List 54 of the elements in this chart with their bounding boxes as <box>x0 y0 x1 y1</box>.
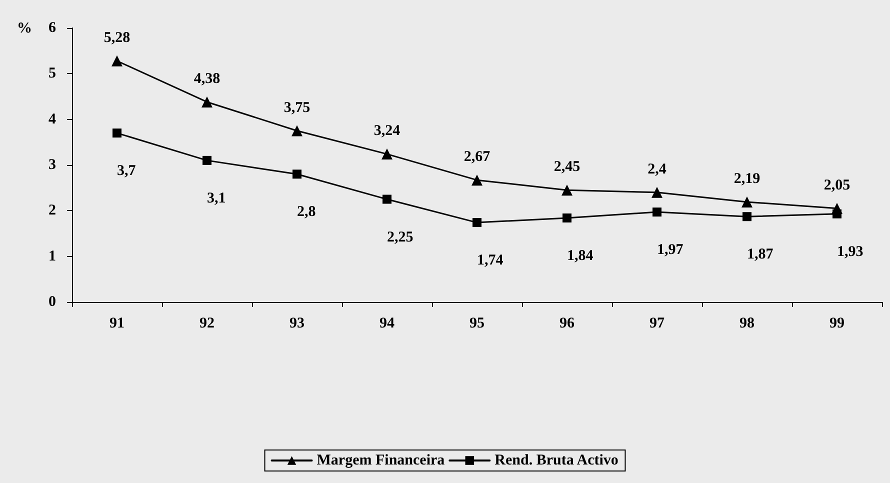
data-label: 2,25 <box>387 229 414 246</box>
legend-label: Rend. Bruta Activo <box>494 452 618 468</box>
y-tick-label: 0 <box>48 294 56 310</box>
point <box>382 148 392 160</box>
data-label: 5,28 <box>104 30 130 46</box>
data-label: 3,7 <box>117 163 136 180</box>
x-tick-label: 95 <box>470 316 484 332</box>
y-tick-label: 4 <box>48 111 56 128</box>
x-tick-label: 99 <box>830 316 844 332</box>
x-tick-label: 96 <box>560 316 575 332</box>
x-tick-label: 92 <box>200 316 214 332</box>
y-tick-label: 3 <box>48 157 56 173</box>
x-tick-label: 91 <box>110 316 124 332</box>
x-tick-label: 94 <box>380 316 395 332</box>
data-label: 1,84 <box>567 248 594 264</box>
data-label: 1,97 <box>657 242 684 258</box>
legend-label: Margem Financeira <box>316 452 446 468</box>
point <box>652 208 662 217</box>
point <box>292 125 302 136</box>
x-tick-label: 93 <box>290 316 304 332</box>
point <box>472 218 482 228</box>
data-label: 3,24 <box>374 123 401 140</box>
data-label: 3,75 <box>284 100 310 116</box>
point <box>472 174 482 186</box>
point <box>202 96 212 108</box>
data-label: 2,8 <box>297 204 316 220</box>
data-label: 1,74 <box>477 252 504 269</box>
x-tick-label: 98 <box>740 316 754 332</box>
point <box>652 186 662 198</box>
point <box>112 128 122 138</box>
y-tick-label: 1 <box>48 248 56 264</box>
point <box>292 170 302 179</box>
point <box>562 213 572 222</box>
point <box>562 184 572 196</box>
y-tick-label: 6 <box>48 20 56 36</box>
data-label: 2,45 <box>554 159 580 176</box>
data-label: 2,05 <box>824 177 850 194</box>
data-label: 2,19 <box>734 170 760 187</box>
point <box>742 212 752 222</box>
x-tick-label: 97 <box>650 316 665 332</box>
point <box>832 209 842 218</box>
point <box>112 55 122 66</box>
data-label: 4,38 <box>194 70 220 87</box>
data-label: 2,4 <box>648 161 667 178</box>
y-axis-title: % <box>17 20 32 36</box>
data-label: 1,93 <box>837 244 864 260</box>
data-label: 3,1 <box>207 190 226 206</box>
data-label: 2,67 <box>464 149 491 166</box>
data-label: 1,87 <box>747 246 774 263</box>
point <box>202 156 212 165</box>
point <box>382 194 392 204</box>
point <box>742 196 752 208</box>
y-tick-label: 2 <box>48 202 56 219</box>
y-tick-label: 5 <box>48 66 56 82</box>
